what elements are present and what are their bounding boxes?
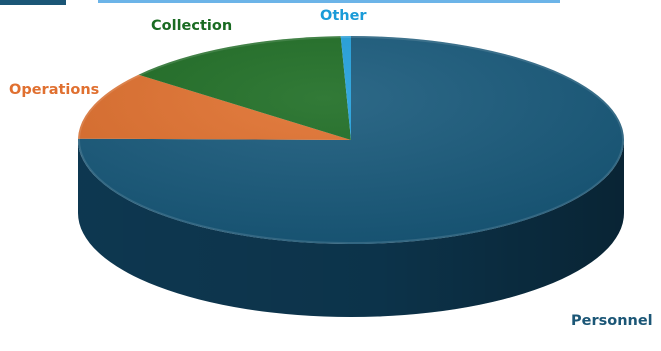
pie-rim-highlight <box>78 36 624 244</box>
slice-label-personnel: Personnel <box>571 313 653 329</box>
header-accent-light <box>98 0 560 3</box>
header-accent-dark <box>0 0 66 5</box>
slice-label-operations: Operations <box>9 82 100 98</box>
pie-top-shading <box>78 36 624 244</box>
slice-label-other: Other <box>320 8 367 24</box>
slice-label-collection: Collection <box>151 18 233 34</box>
slice-side-shade-personnel <box>78 140 624 317</box>
